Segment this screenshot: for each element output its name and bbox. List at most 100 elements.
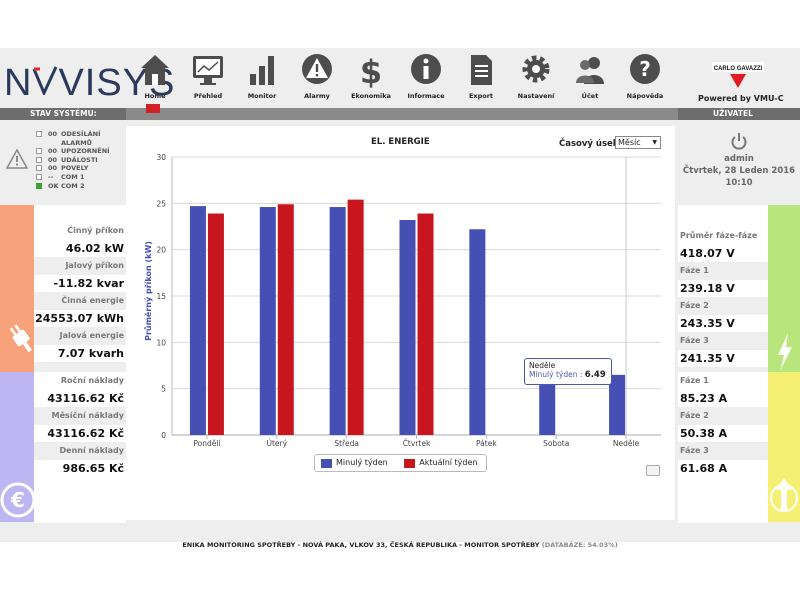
nav-label: Home <box>144 92 166 100</box>
power-off-icon[interactable] <box>730 132 748 150</box>
user-time: 10:10 <box>725 178 753 188</box>
help-icon: ? <box>630 54 660 84</box>
svg-text:€: € <box>10 488 25 512</box>
status-label: POVELY <box>61 164 89 173</box>
info-icon <box>411 54 441 84</box>
power-strip <box>0 205 34 372</box>
metric-value: 986.65 Kč <box>34 460 126 477</box>
current-strip <box>768 372 800 522</box>
nav-label: Nastavení <box>517 92 555 100</box>
system-warning-icon <box>5 148 29 169</box>
voltage-metrics: Průměr fáze-fáze 418.07 V Fáze 1 239.18 … <box>678 205 768 367</box>
monitor-screen-icon <box>193 56 223 85</box>
chart-title: EL. ENERGIE <box>371 137 430 147</box>
nav-ekonomika[interactable]: $ Ekonomika <box>346 52 396 100</box>
bar-current-week <box>207 213 224 435</box>
user-name: admin <box>724 154 754 164</box>
carlo-gavazzi-logo: CARLO GAVAZZI <box>712 62 764 88</box>
energy-chart: 0 5 10 15 20 25 30 Pondělí Úterý Středa Čtvrtek Pát… <box>143 153 661 448</box>
legend-swatch-prev <box>321 458 332 468</box>
status-indicator <box>36 156 42 163</box>
users-icon <box>576 57 604 84</box>
status-indicator <box>36 131 42 137</box>
bar-prev-week <box>259 207 276 435</box>
home-icon <box>141 55 169 85</box>
nav-export[interactable]: Export <box>456 52 506 100</box>
status-label: UDÁLOSTI <box>61 155 98 164</box>
x-tick-label: Pondělí <box>193 439 221 448</box>
y-tick-label: 20 <box>156 246 166 255</box>
y-tick-label: 10 <box>156 338 166 347</box>
metric-value: -11.82 kvar <box>34 275 126 292</box>
y-tick-label: 15 <box>156 292 166 301</box>
euro-icon: € <box>0 482 36 518</box>
cost-strip: € <box>0 372 36 522</box>
status-count: OK <box>48 181 59 190</box>
nav-informace[interactable]: Informace <box>401 52 451 100</box>
print-icon[interactable] <box>646 465 660 476</box>
status-label: UPOZORNĚNÍ <box>61 147 110 156</box>
chart-grid <box>171 156 661 439</box>
y-tick-label: 0 <box>161 431 166 440</box>
bar-prev-week <box>399 220 416 435</box>
tooltip-value: 6.49 <box>584 370 606 380</box>
nav-ucet[interactable]: Účet <box>565 52 615 100</box>
legend-swatch-curr <box>404 458 416 468</box>
nav-nastaveni[interactable]: Nastavení <box>511 52 561 100</box>
nav-monitor[interactable]: Monitor <box>237 52 287 100</box>
metric-label: Měsíční náklady <box>34 407 126 425</box>
nav-label: Monitor <box>247 92 277 100</box>
power-panel: Činný příkon 46.02 kW Jalový příkon -11.… <box>0 205 126 372</box>
metric-value: 46.02 kW <box>34 240 126 257</box>
nav-home[interactable]: Home <box>130 52 180 100</box>
y-tick-label: 25 <box>156 199 166 208</box>
metric-label: Činný příkon <box>34 222 126 240</box>
status-count: 00 <box>48 155 58 164</box>
bar-prev-week <box>329 207 346 435</box>
spacer <box>34 477 126 523</box>
metric-value: 418.07 V <box>678 245 768 262</box>
powered-by: Powered by VMU-C <box>698 94 784 103</box>
top-center-bar <box>126 108 678 120</box>
metric-label: Průměr fáze-fáze <box>678 227 768 245</box>
power-metrics: Činný příkon 46.02 kW Jalový příkon -11.… <box>34 205 126 362</box>
status-indicator-ok <box>36 182 42 189</box>
voltage-strip <box>768 205 800 372</box>
status-label: COM 2 <box>61 181 85 190</box>
voltage-panel: Průměr fáze-fáze 418.07 V Fáze 1 239.18 … <box>678 205 800 372</box>
chevron-down-icon: ▼ <box>652 139 657 146</box>
legend-item-curr[interactable]: Aktuální týden <box>419 458 478 467</box>
bar-current-week <box>347 199 364 435</box>
status-label: COM 1 <box>61 172 85 181</box>
user-box: admin Čtvrtek, 28 Leden 2016 10:10 <box>678 126 800 188</box>
bar-prev-week <box>609 374 626 435</box>
time-range-label: Časový úsek <box>559 139 619 149</box>
nav-alarmy[interactable]: Alarmy <box>292 52 342 100</box>
chart-labels: 0 5 10 15 20 25 30 Pondělí Úterý Středa Čtvrtek Pát… <box>156 153 639 448</box>
metric-value: 239.18 V <box>678 280 768 297</box>
dollar-icon: $ <box>360 53 382 88</box>
nav-prehled[interactable]: Přehled <box>183 52 233 100</box>
x-tick-label: Pátek <box>476 439 497 448</box>
metric-value: 43116.62 Kč <box>34 390 126 407</box>
legend-item-prev[interactable]: Minulý týden <box>336 458 388 467</box>
time-range-select[interactable]: Měsíc ▼ <box>615 136 661 149</box>
main-nav: Home Přehled Monitor Alarmy $ Ekonomika … <box>130 52 675 104</box>
metric-label: Fáze 3 <box>678 442 768 460</box>
nav-label: Export <box>468 92 494 100</box>
nav-napoveda[interactable]: ? Nápověda <box>620 52 670 100</box>
metric-value: 7.07 kvarh <box>34 345 126 362</box>
svg-text:?: ? <box>639 57 651 81</box>
document-icon <box>471 55 492 85</box>
tooltip-series: Minulý týden <box>529 370 578 379</box>
x-tick-label: Sobota <box>543 439 569 448</box>
x-tick-label: Středa <box>334 439 359 448</box>
current-metrics: Fáze 1 85.23 A Fáze 2 50.38 A Fáze 3 61.… <box>678 372 768 523</box>
metric-value: 61.68 A <box>678 460 768 477</box>
metric-label: Fáze 1 <box>678 372 768 390</box>
lightning-icon <box>778 333 792 371</box>
status-count: -- <box>48 172 54 181</box>
chart-tooltip: Neděle Minulý týden : 6.49 <box>524 358 612 385</box>
nav-label: Informace <box>407 92 445 100</box>
status-label: ODESÍLÁNÍ ALARMŮ <box>61 130 101 147</box>
